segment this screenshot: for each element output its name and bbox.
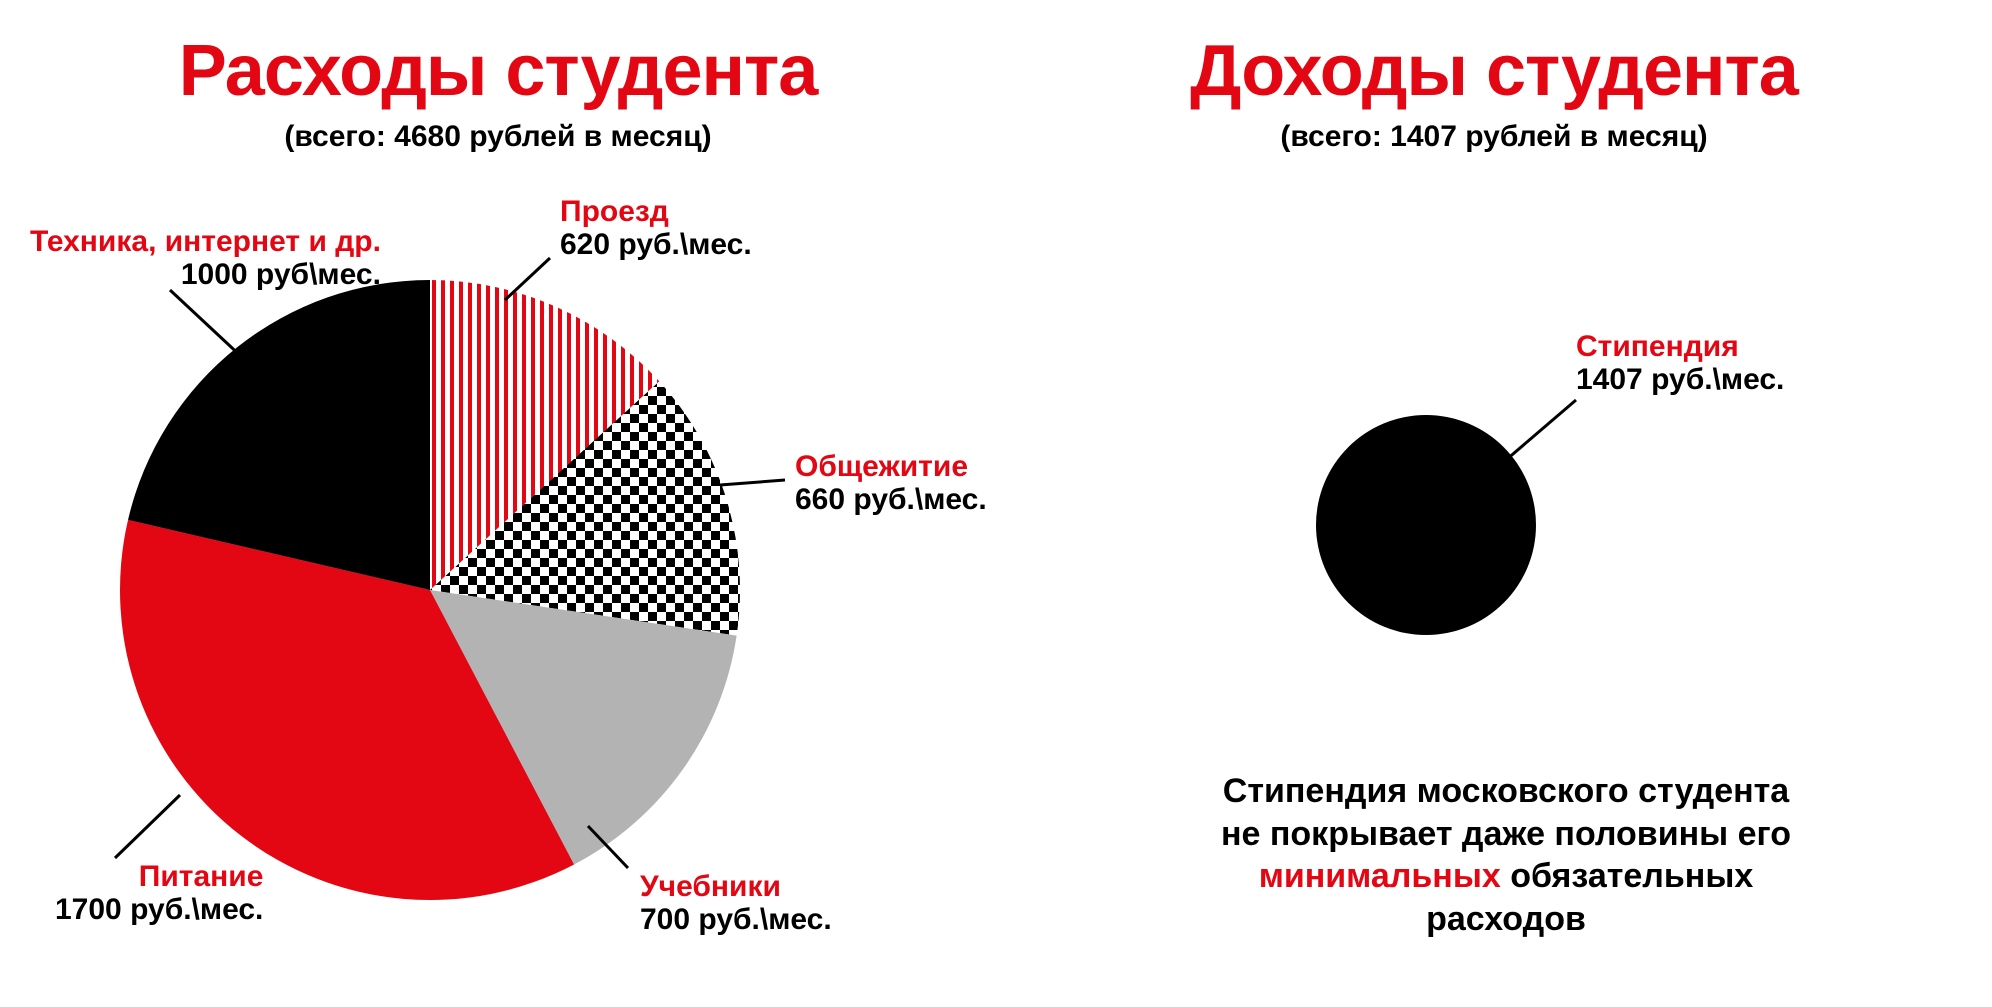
income-note: Стипендия московского студентане покрыва… (1196, 770, 1816, 940)
slice-name: Проезд (560, 195, 752, 228)
slice-name: Техника, интернет и др. (30, 225, 381, 258)
income-panel: Доходы студента (всего: 1407 рублей в ме… (996, 0, 1992, 1007)
slice-value: 660 руб.\мес. (795, 483, 987, 516)
note-line: расходов (1196, 898, 1816, 941)
slice-label: Общежитие660 руб.\мес. (795, 450, 987, 516)
slice-value: 1407 руб.\мес. (1576, 363, 1784, 396)
note-line: Стипендия московского студента (1196, 770, 1816, 813)
expenses-panel: Расходы студента (всего: 4680 рублей в м… (0, 0, 996, 1007)
slice-label: Питание1700 руб.\мес. (55, 860, 263, 926)
slice-label: Техника, интернет и др.1000 руб\мес. (30, 225, 381, 291)
leader-line (505, 258, 550, 300)
slice-name: Учебники (640, 870, 832, 903)
slice-name: Питание (55, 860, 263, 893)
leader-line (720, 480, 785, 485)
slice-label: Проезд620 руб.\мес. (560, 195, 752, 261)
leader-line (170, 290, 245, 360)
slice-name: Общежитие (795, 450, 987, 483)
slice-value: 700 руб.\мес. (640, 903, 832, 936)
note-line: не покрывает даже половины его (1196, 813, 1816, 856)
slice-value: 620 руб.\мес. (560, 228, 752, 261)
expenses-pie-chart: Проезд620 руб.\мес. Общежитие660 руб.\мес… (0, 0, 996, 1007)
leader-line (1506, 400, 1576, 460)
leader-line (115, 795, 180, 858)
slice-label: Учебники700 руб.\мес. (640, 870, 832, 936)
income-slice-label: Стипендия1407 руб.\мес. (1576, 330, 1784, 396)
note-line: минимальных обязательных (1196, 855, 1816, 898)
income-circle (1316, 415, 1536, 635)
slice-name: Стипендия (1576, 330, 1784, 363)
slice-value: 1000 руб\мес. (30, 258, 381, 291)
slice-value: 1700 руб.\мес. (55, 893, 263, 926)
